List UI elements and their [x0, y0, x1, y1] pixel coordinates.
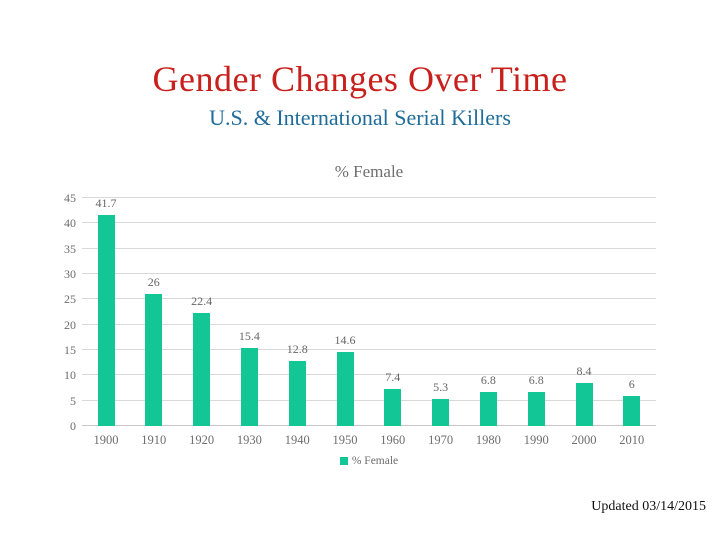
y-axis-tick-label: 35 — [64, 241, 76, 256]
bar-value-label: 15.4 — [238, 328, 260, 343]
bar-value-label: 22.4 — [191, 293, 213, 308]
bar-value-label: 12.8 — [286, 342, 308, 357]
x-axis-tick-label: 1900 — [93, 433, 119, 447]
bar-1930 — [240, 347, 258, 426]
y-axis-tick-label: 45 — [64, 191, 76, 205]
bar-1980 — [479, 391, 497, 426]
bar-value-label: 6.8 — [480, 372, 496, 387]
bar-1940 — [288, 361, 306, 426]
gridline — [82, 349, 656, 350]
bar-value-label: 5.3 — [433, 380, 449, 395]
y-axis-tick-label: 25 — [64, 292, 76, 307]
gridline — [82, 298, 656, 300]
y-axis-tick-label: 15 — [64, 343, 76, 357]
x-axis-tick-label: 1970 — [428, 433, 454, 447]
bar-1960 — [384, 388, 402, 426]
x-axis-tick-label: 2010 — [619, 433, 645, 447]
legend: % Female — [82, 455, 656, 467]
bar-2000 — [575, 383, 593, 426]
y-axis-tick-label: 40 — [64, 216, 76, 231]
legend-label: % Female — [351, 455, 399, 467]
bar-value-label: 8.4 — [576, 364, 592, 379]
bar-1900 — [97, 214, 115, 426]
page-title: Gender Changes Over Time — [152, 59, 568, 99]
x-axis-tick-label: 1980 — [475, 433, 501, 447]
x-axis-tick-label: 1950 — [332, 433, 358, 447]
bar-1910 — [145, 294, 163, 426]
x-axis-tick-label: 1990 — [523, 433, 549, 447]
bar-2010 — [623, 395, 641, 426]
legend-marker-icon — [339, 457, 348, 465]
x-axis-tick-label: 1910 — [141, 433, 167, 447]
bar-1950 — [336, 352, 354, 426]
bar-1970 — [432, 399, 450, 426]
gridline — [82, 323, 656, 325]
plot-area: 41.7 26 22.4 15.4 12.8 14.6 7.4 5.3 6.8 6.8 8.4 6 — [82, 195, 656, 426]
gridline — [82, 374, 656, 376]
y-axis-tick-label: 20 — [64, 317, 76, 332]
x-axis-tick-label: 1940 — [284, 433, 310, 447]
updated-date: Updated 03/14/2015 — [591, 499, 706, 514]
x-axis-tick-label: 1930 — [236, 433, 262, 447]
bar-value-label: 7.4 — [385, 369, 401, 384]
y-axis-tick-label: 30 — [64, 267, 76, 281]
y-axis-tick-label: 0 — [70, 419, 76, 433]
gridline — [82, 222, 656, 224]
gridline — [82, 425, 656, 426]
gridline — [82, 399, 656, 401]
bar-value-label: 6 — [628, 376, 635, 391]
y-axis-tick-label: 10 — [64, 368, 76, 383]
bar-value-label: 6.8 — [528, 372, 544, 387]
chart-title: % Female — [334, 162, 404, 181]
bar-value-label: 41.7 — [95, 195, 117, 210]
gridline — [82, 273, 656, 274]
x-axis-tick-label: 1920 — [189, 433, 215, 447]
bar-value-label: 14.6 — [334, 333, 356, 348]
y-axis: 0 5 10 15 20 25 30 35 40 45 — [38, 191, 76, 433]
x-axis: 1900 1910 1920 1930 1940 1950 1960 1970 1980 1990… — [82, 433, 656, 449]
page-subtitle: U.S. & International Serial Killers — [209, 105, 511, 130]
y-axis-tick-label: 5 — [70, 393, 76, 408]
gridline — [82, 247, 656, 249]
x-axis-tick-label: 2000 — [571, 433, 597, 447]
gridline — [82, 197, 656, 198]
bar-1990 — [527, 391, 545, 426]
bar-1920 — [193, 312, 211, 426]
x-axis-tick-label: 1960 — [380, 433, 406, 447]
bar-value-label: 26 — [147, 275, 160, 290]
